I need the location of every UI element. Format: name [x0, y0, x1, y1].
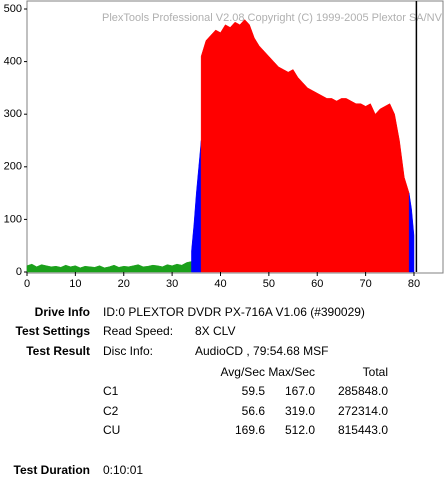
label: Read Speed:: [103, 324, 174, 338]
row-label: C1: [103, 384, 119, 398]
label: Test Duration: [13, 463, 90, 477]
value: AudioCD , 79:54.68 MSF: [195, 344, 329, 358]
y-tick-label: 0: [16, 266, 22, 278]
x-tick-label: 0: [24, 278, 30, 290]
cell: 319.0: [284, 403, 315, 418]
value: 8X CLV: [195, 324, 236, 338]
y-tick-label: 200: [4, 161, 22, 173]
value: 0:10:01: [103, 463, 144, 477]
column-header: Total: [362, 365, 388, 379]
x-tick-label: 40: [214, 278, 226, 290]
x-tick-label: 60: [311, 278, 323, 290]
chart: PlexTools Professional V2.08 Copyright (…: [4, 0, 444, 290]
area: [26, 261, 192, 273]
row-label: CU: [103, 423, 121, 437]
label: Test Settings: [15, 324, 90, 338]
cell: 169.6: [234, 423, 265, 437]
cell: 272314.0: [337, 403, 388, 418]
cell: 167.0: [284, 384, 315, 398]
x-tick-label: 20: [118, 278, 130, 290]
y-tick-label: 500: [4, 3, 22, 15]
cell: 56.6: [241, 403, 265, 418]
column-header: Max/Sec: [268, 365, 315, 379]
cell: 285848.0: [337, 384, 388, 398]
x-tick-label: 30: [166, 278, 178, 290]
y-tick-label: 400: [4, 56, 22, 68]
cell: 59.5: [241, 384, 265, 398]
cell: 815443.0: [337, 423, 388, 437]
y-tick-label: 100: [4, 213, 22, 225]
column-header: Avg/Sec: [220, 365, 265, 379]
row-label: C2: [103, 403, 119, 418]
x-tick-label: 80: [408, 278, 420, 290]
cell: 512.0: [284, 423, 315, 437]
label: Test Result: [26, 344, 90, 358]
x-tick-label: 50: [263, 278, 275, 290]
label: Disc Info:: [103, 344, 154, 358]
x-tick-label: 10: [69, 278, 81, 290]
area: [408, 193, 415, 273]
x-tick-label: 70: [359, 278, 371, 290]
y-tick-label: 300: [4, 108, 22, 120]
label: Drive Info: [34, 305, 90, 319]
value: ID:0 PLEXTOR DVDR PX-716A V1.06 (#390029…: [103, 305, 365, 319]
watermark: PlexTools Professional V2.08 Copyright (…: [102, 12, 443, 24]
area: [200, 19, 410, 273]
